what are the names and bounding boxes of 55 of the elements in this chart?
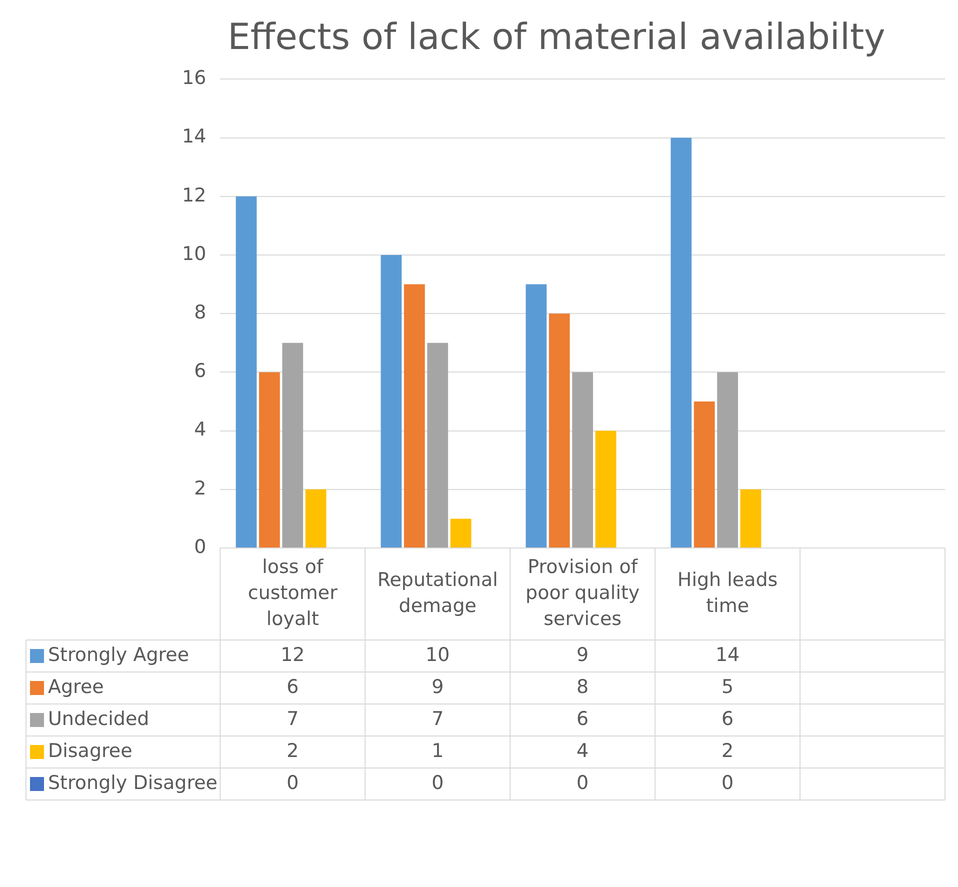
bar [236, 196, 257, 548]
data-label: 2 [722, 740, 734, 762]
data-label: 1 [432, 740, 444, 762]
y-tick-label: 8 [194, 302, 206, 324]
data-label: 7 [286, 708, 299, 730]
bar [670, 138, 692, 548]
bar [595, 430, 616, 548]
bar [305, 489, 326, 548]
y-tick-label: 16 [182, 67, 206, 90]
data-label: 6 [286, 676, 299, 698]
data-label: 5 [722, 676, 734, 698]
data-label: 9 [432, 676, 444, 698]
bar [450, 518, 472, 548]
bar [717, 372, 738, 548]
bar [740, 489, 762, 548]
bar [694, 402, 715, 548]
y-tick-label: 6 [194, 360, 206, 382]
bar [572, 372, 594, 548]
data-label: 6 [722, 708, 734, 730]
bar [259, 372, 280, 548]
data-label: 6 [576, 708, 589, 730]
bar [380, 255, 402, 548]
y-tick-label: 2 [194, 477, 206, 500]
data-label: 9 [576, 644, 589, 666]
data-label: 2 [286, 740, 299, 762]
data-label: 4 [576, 740, 589, 762]
bar [404, 284, 425, 548]
y-tick-label: 14 [182, 126, 206, 148]
data-label: 0 [432, 772, 444, 794]
x-tick-label: Reputational demage [377, 568, 498, 617]
y-tick-label: 10 [182, 242, 206, 265]
bar [282, 342, 304, 548]
legend-label: Agree [48, 676, 104, 698]
data-label: 7 [432, 708, 444, 730]
data-label: 14 [715, 644, 740, 666]
y-tick-label: 12 [182, 184, 206, 206]
data-label: 0 [576, 772, 589, 794]
legend-label: Disagree [48, 740, 132, 762]
bar [548, 314, 570, 548]
legend-label: Strongly Disagree [48, 772, 218, 794]
bar [526, 284, 547, 548]
x-tick-label: loss of customer loyalt [248, 556, 338, 630]
data-label: 0 [286, 772, 299, 794]
x-tick-label: High leads time [677, 568, 778, 617]
legend-label: Strongly Agree [48, 644, 190, 666]
y-tick-label: 0 [194, 536, 206, 558]
x-tick-label: Provision of poor quality services [526, 556, 640, 630]
data-label: 0 [722, 772, 734, 794]
data-label: 12 [280, 644, 305, 666]
data-label: 8 [576, 676, 589, 698]
legend-label: Undecided [48, 708, 150, 730]
chart-title: Effects of lack of material availabilty [228, 16, 886, 58]
y-tick-label: 4 [194, 418, 206, 441]
data-label: 10 [426, 644, 450, 666]
bar [427, 342, 448, 548]
